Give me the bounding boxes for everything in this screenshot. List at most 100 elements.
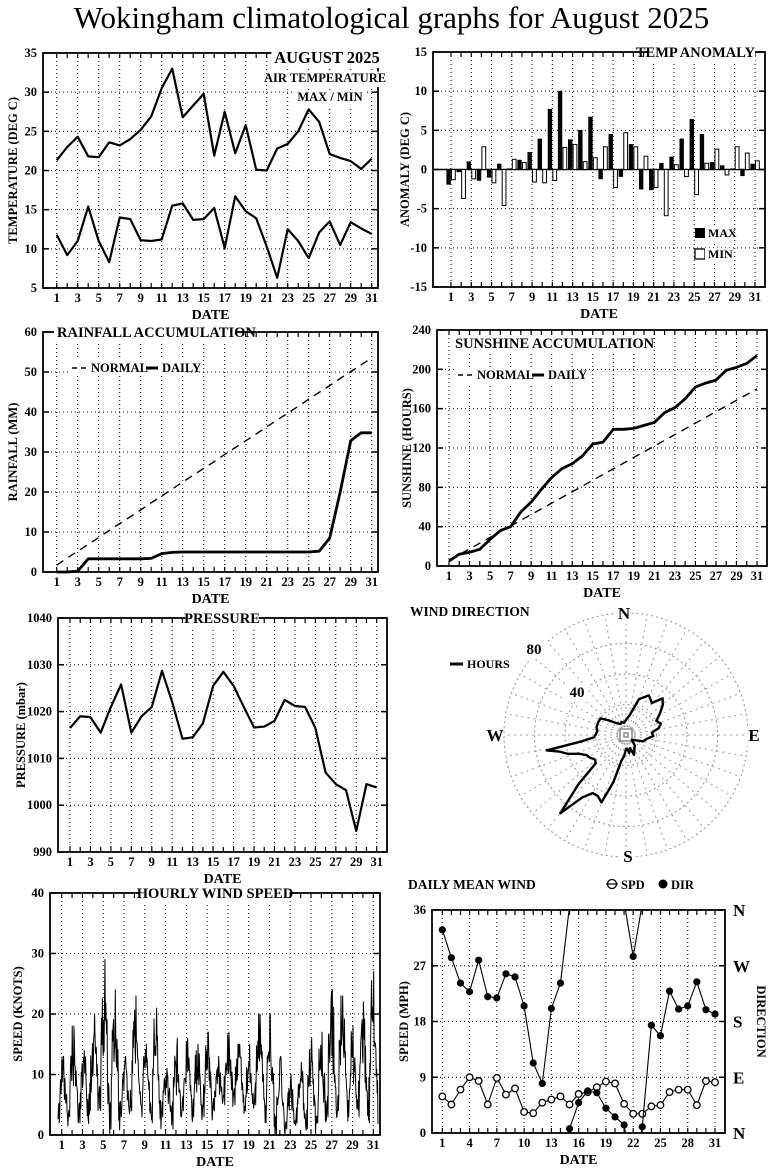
svg-text:31: 31 [751, 569, 764, 583]
svg-text:HOURLY WIND SPEED: HOURLY WIND SPEED [137, 886, 294, 902]
svg-text:3: 3 [466, 569, 472, 583]
svg-text:1: 1 [54, 291, 60, 305]
svg-text:TEMP ANOMALY: TEMP ANOMALY [636, 45, 756, 61]
svg-text:13: 13 [566, 569, 579, 583]
svg-text:9: 9 [149, 855, 155, 869]
svg-text:3: 3 [75, 291, 81, 305]
svg-text:7: 7 [117, 575, 123, 589]
svg-text:NORMAL: NORMAL [477, 368, 534, 382]
svg-text:3: 3 [87, 855, 93, 869]
svg-text:19: 19 [248, 855, 261, 869]
svg-text:0: 0 [38, 1128, 44, 1142]
svg-text:200: 200 [412, 362, 431, 376]
svg-text:11: 11 [166, 855, 178, 869]
svg-text:13: 13 [186, 855, 199, 869]
svg-text:17: 17 [607, 569, 620, 583]
svg-text:5: 5 [100, 1138, 106, 1152]
svg-text:9: 9 [528, 569, 534, 583]
svg-text:10: 10 [518, 1136, 531, 1150]
svg-text:DATE: DATE [580, 307, 618, 322]
svg-text:1: 1 [448, 290, 454, 304]
svg-text:7: 7 [117, 291, 123, 305]
svg-text:ANOMALY (DEG C): ANOMALY (DEG C) [398, 112, 412, 227]
svg-text:25: 25 [302, 291, 315, 305]
svg-text:80: 80 [527, 642, 542, 658]
svg-text:15: 15 [197, 575, 210, 589]
svg-text:19: 19 [628, 569, 641, 583]
svg-text:0: 0 [421, 163, 427, 177]
svg-text:7: 7 [509, 290, 515, 304]
svg-text:19: 19 [242, 1138, 255, 1152]
svg-text:9: 9 [142, 1138, 148, 1152]
svg-text:19: 19 [239, 575, 252, 589]
svg-text:AUGUST 2025: AUGUST 2025 [274, 48, 380, 67]
daily-wind-legend: SPD DIR [606, 878, 695, 892]
svg-text:-15: -15 [410, 280, 427, 294]
svg-text:23: 23 [289, 855, 302, 869]
svg-text:17: 17 [222, 1138, 235, 1152]
svg-text:9: 9 [420, 1070, 426, 1084]
svg-text:11: 11 [546, 569, 558, 583]
svg-text:31: 31 [749, 290, 762, 304]
svg-text:S: S [733, 1013, 742, 1032]
svg-text:80: 80 [419, 480, 432, 494]
svg-text:10: 10 [25, 525, 38, 539]
svg-text:E: E [748, 726, 759, 745]
svg-text:25: 25 [689, 569, 702, 583]
svg-text:240: 240 [412, 323, 431, 337]
svg-text:21: 21 [260, 575, 273, 589]
svg-text:10: 10 [25, 242, 38, 256]
svg-text:MAX: MAX [708, 226, 737, 240]
svg-text:20: 20 [25, 164, 38, 178]
svg-text:30: 30 [25, 445, 38, 459]
svg-text:DATE: DATE [192, 308, 230, 323]
svg-text:19: 19 [600, 1136, 613, 1150]
svg-text:10: 10 [415, 84, 428, 98]
svg-text:23: 23 [281, 575, 294, 589]
svg-text:5: 5 [96, 291, 102, 305]
svg-text:29: 29 [346, 1138, 359, 1152]
wind-rose-compass: N E S W [487, 604, 762, 867]
svg-text:25: 25 [688, 290, 701, 304]
svg-text:MAX / MIN: MAX / MIN [297, 90, 362, 104]
svg-text:15: 15 [586, 569, 599, 583]
svg-text:20: 20 [25, 485, 38, 499]
svg-text:DATE: DATE [196, 1155, 234, 1170]
svg-text:DAILY: DAILY [548, 368, 587, 382]
svg-text:25: 25 [25, 124, 38, 138]
panel-daily-mean-wind: 0 9 18 27 36 1 4 7 10 13 16 19 22 25 28 31 DATE SPEED (MP… [397, 877, 768, 1168]
svg-text:3: 3 [79, 1138, 85, 1152]
svg-text:29: 29 [728, 290, 741, 304]
svg-text:27: 27 [330, 855, 343, 869]
svg-text:-5: -5 [417, 202, 427, 216]
svg-text:990: 990 [33, 845, 52, 859]
svg-text:15: 15 [207, 855, 220, 869]
svg-text:1000: 1000 [27, 798, 52, 812]
svg-text:16: 16 [572, 1136, 585, 1150]
svg-text:7: 7 [494, 1136, 500, 1150]
svg-text:27: 27 [414, 959, 427, 973]
svg-text:29: 29 [350, 855, 363, 869]
svg-text:1: 1 [59, 1138, 65, 1152]
svg-text:30: 30 [25, 85, 38, 99]
svg-text:SPD: SPD [621, 878, 645, 892]
svg-text:17: 17 [218, 575, 231, 589]
svg-text:36: 36 [414, 903, 427, 917]
svg-text:19: 19 [239, 291, 252, 305]
panel-wind-direction: 40 80 WIND DIRECTION HOURS [410, 604, 749, 858]
svg-text:5: 5 [487, 569, 493, 583]
svg-text:DIRECTION: DIRECTION [754, 985, 768, 1057]
svg-text:21: 21 [263, 1138, 276, 1152]
svg-text:27: 27 [323, 291, 336, 305]
svg-text:18: 18 [414, 1015, 427, 1029]
svg-text:11: 11 [160, 1138, 172, 1152]
svg-text:22: 22 [627, 1136, 640, 1150]
svg-text:DIR: DIR [671, 878, 695, 892]
svg-text:21: 21 [268, 855, 281, 869]
svg-text:15: 15 [587, 290, 600, 304]
